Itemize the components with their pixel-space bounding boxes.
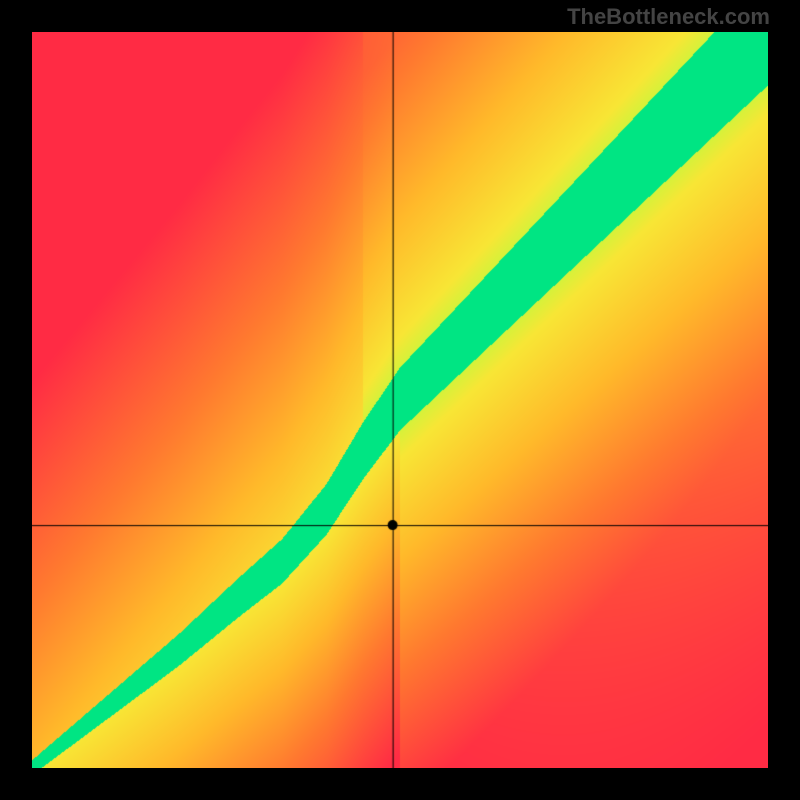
heatmap-canvas bbox=[32, 32, 768, 768]
attribution-text: TheBottleneck.com bbox=[567, 4, 770, 30]
plot-area bbox=[32, 32, 768, 768]
chart-container: TheBottleneck.com bbox=[0, 0, 800, 800]
